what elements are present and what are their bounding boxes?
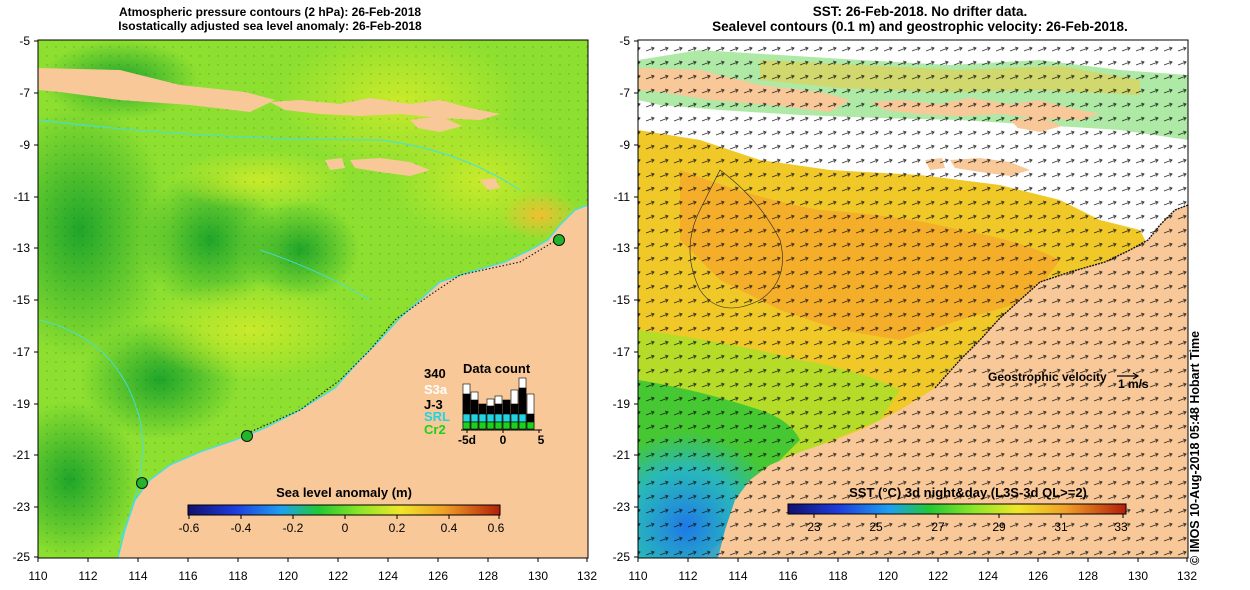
histogram-tick: -5d xyxy=(458,433,476,447)
lat-label: -19 xyxy=(613,397,631,411)
lon-label: 122 xyxy=(928,569,948,583)
lat-label: -13 xyxy=(13,241,31,255)
data-count-title: Data count xyxy=(463,361,531,376)
sea-level-colorbar-title: Sea level anomaly (m) xyxy=(276,485,412,500)
lon-label: 118 xyxy=(828,569,847,583)
lat-label: -11 xyxy=(14,190,31,204)
satellite-label-srl: SRL xyxy=(424,409,450,424)
colorbar-tick: -0.6 xyxy=(179,521,200,535)
lon-label: 118 xyxy=(228,569,247,583)
colorbar-tick: 0 xyxy=(342,521,349,535)
lon-label: 120 xyxy=(878,569,898,583)
colorbar-tick: 27 xyxy=(931,520,945,534)
left-title-line2: Isostatically adjusted sea level anomaly… xyxy=(118,19,422,33)
lat-label: -7 xyxy=(619,86,630,100)
lat-label: -23 xyxy=(613,500,631,514)
colorbar-tick: 23 xyxy=(807,520,821,534)
colorbar-tick: 33 xyxy=(1114,520,1128,534)
velocity-scale-label: 1 m/s xyxy=(1118,377,1149,391)
colorbar-tick: 0.6 xyxy=(488,521,505,535)
lat-label: -5 xyxy=(619,34,630,48)
lon-label: 120 xyxy=(278,569,298,583)
lat-label: -7 xyxy=(19,86,30,100)
lon-label: 124 xyxy=(378,569,398,583)
sst-colorbar-title: SST (°C) 3d night&day (L3S-3d QL>=2) xyxy=(849,485,1087,500)
lon-label: 126 xyxy=(1028,569,1048,583)
lon-label: 112 xyxy=(678,569,697,583)
lat-label: -9 xyxy=(619,138,630,152)
sst-map xyxy=(638,40,1188,558)
left-title-line1: Atmospheric pressure contours (2 hPa): 2… xyxy=(118,5,422,19)
lon-label: 116 xyxy=(778,569,797,583)
lat-label: -25 xyxy=(13,550,31,564)
lon-label: 112 xyxy=(78,569,97,583)
right-title-line1: SST: 26-Feb-2018. No drifter data. xyxy=(812,4,1028,19)
lon-label: 128 xyxy=(478,569,498,583)
lon-label: 132 xyxy=(577,569,597,583)
right-map-title: SST: 26-Feb-2018. No drifter data. Seale… xyxy=(640,4,1200,34)
colorbar-tick: 29 xyxy=(992,520,1006,534)
lat-label: -15 xyxy=(13,293,31,307)
histogram-tick: 0 xyxy=(500,433,507,447)
lat-label: -17 xyxy=(613,345,631,359)
colorbar-tick: -0.2 xyxy=(283,521,304,535)
velocity-label: Geostrophic velocity xyxy=(988,370,1107,384)
lon-label: 130 xyxy=(528,569,548,583)
lon-label: 132 xyxy=(1177,569,1197,583)
left-map-title: Atmospheric pressure contours (2 hPa): 2… xyxy=(60,5,480,33)
lon-label: 110 xyxy=(28,569,47,583)
lon-label: 114 xyxy=(128,569,147,583)
data-count-max: 340 xyxy=(424,366,446,381)
lon-label: 126 xyxy=(428,569,448,583)
lat-label: -19 xyxy=(13,397,31,411)
lon-label: 130 xyxy=(1128,569,1148,583)
sea-level-colorbar xyxy=(187,504,501,516)
imos-timestamp: © IMOS 10-Aug-2018 05:48 Hobart Time xyxy=(1188,330,1202,565)
lat-label: -23 xyxy=(13,500,31,514)
lat-label: -9 xyxy=(19,138,30,152)
colorbar-tick: 0.2 xyxy=(389,521,406,535)
lon-label: 122 xyxy=(328,569,348,583)
lon-label: 124 xyxy=(978,569,998,583)
lat-label: -5 xyxy=(19,34,30,48)
colorbar-tick: -0.4 xyxy=(231,521,252,535)
lat-label: -17 xyxy=(13,345,31,359)
satellite-label-cr2: Cr2 xyxy=(424,422,446,437)
lat-label: -25 xyxy=(613,550,631,564)
sst-colorbar xyxy=(787,503,1127,518)
lon-label: 110 xyxy=(628,569,647,583)
satellite-label-s3a: S3a xyxy=(424,382,448,397)
colorbar-tick: 31 xyxy=(1054,520,1068,534)
lon-label: 128 xyxy=(1078,569,1098,583)
satellite-label-j3: J-3 xyxy=(424,397,443,412)
sea-level-anomaly-map xyxy=(38,40,588,558)
colorbar-tick: 0.4 xyxy=(441,521,458,535)
lon-label: 114 xyxy=(728,569,747,583)
lat-label: -15 xyxy=(613,293,631,307)
lat-label: -21 xyxy=(13,448,31,462)
lat-label: -11 xyxy=(614,190,631,204)
velocity-scale-arrow xyxy=(1117,372,1140,380)
right-title-line2: Sealevel contours (0.1 m) and geostrophi… xyxy=(712,19,1128,34)
histogram-tick: 5 xyxy=(538,433,545,447)
lon-label: 116 xyxy=(178,569,197,583)
data-count-histogram xyxy=(461,373,542,433)
lat-label: -13 xyxy=(613,241,631,255)
lat-label: -21 xyxy=(613,448,631,462)
colorbar-tick: 25 xyxy=(869,520,883,534)
